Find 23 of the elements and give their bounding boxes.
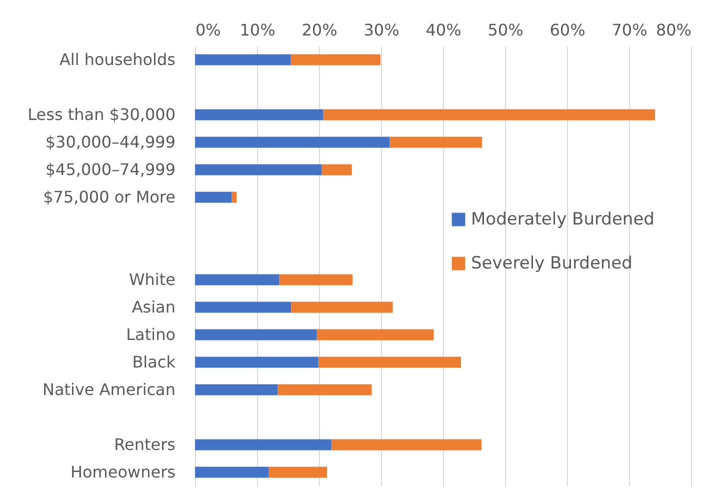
legend-label: Moderately Burdened	[471, 210, 654, 230]
x-tick-label: 60%	[550, 20, 586, 40]
y-tick-label: $45,000–74,999	[45, 160, 176, 179]
x-tick-label: 10%	[240, 20, 276, 40]
y-tick-label: Renters	[114, 434, 176, 454]
y-tick-label: Latino	[126, 324, 176, 344]
y-tick-label: $75,000 or More	[43, 187, 176, 206]
y-tick-label: All households	[59, 50, 176, 69]
x-tick-label: 50%	[488, 20, 524, 40]
x-tick-label: 0%	[196, 20, 221, 40]
x-tick-label: 80%	[656, 20, 692, 40]
x-tick-label: 20%	[302, 20, 338, 40]
y-tick-label: Black	[132, 352, 176, 372]
y-tick-label: Less than $30,000	[28, 104, 176, 124]
y-tick-label: Native American	[42, 380, 176, 399]
y-tick-label: White	[128, 270, 176, 289]
y-tick-label: Homeowners	[70, 462, 176, 482]
x-tick-label: 30%	[364, 20, 400, 40]
y-tick-label: Asian	[132, 297, 176, 316]
x-tick-label: 40%	[426, 20, 462, 40]
y-tick-label: $30,000–44,999	[45, 132, 176, 152]
legend-label: Severely Burdened	[471, 254, 632, 274]
x-tick-label: 70%	[612, 20, 648, 40]
